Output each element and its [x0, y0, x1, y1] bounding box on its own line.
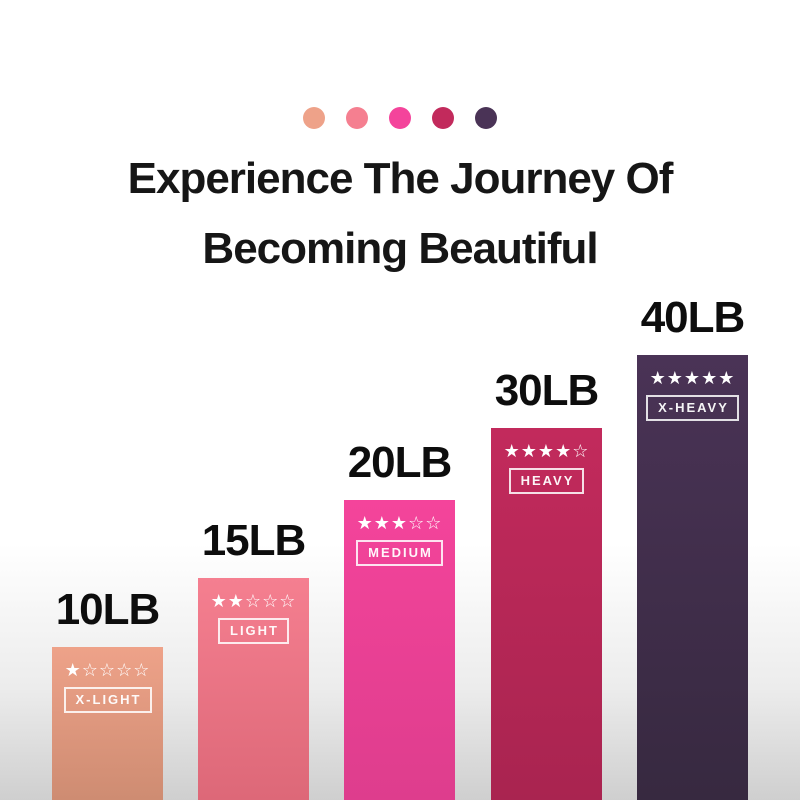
star-rating-4-of-5: ★★★★☆	[503, 441, 590, 462]
level-badge-x-heavy: X-HEAVY	[646, 395, 739, 421]
bar-value-label-20lb: 20LB	[347, 438, 453, 487]
bar-value-label-30lb: 30LB	[494, 366, 600, 415]
level-badge-medium: MEDIUM	[356, 540, 443, 566]
bar-value-label-15lb: 15LB	[201, 516, 307, 565]
level-badge-heavy: HEAVY	[508, 468, 585, 494]
palette-dot-medium	[389, 107, 411, 129]
bar-value-label-40lb: 40LB	[640, 293, 746, 342]
bar-value-label-10lb: 10LB	[55, 585, 161, 634]
title-line-2: Becoming Beautiful	[202, 224, 598, 273]
bar-10lb: ★☆☆☆☆ X-LIGHT	[52, 647, 163, 800]
star-rating-5-of-5: ★★★★★	[649, 368, 736, 389]
star-rating-3-of-5: ★★★☆☆	[356, 513, 443, 534]
palette-dot-heavy	[432, 107, 454, 129]
bar-15lb: ★★☆☆☆ LIGHT	[198, 578, 309, 800]
bar-40lb: ★★★★★ X-HEAVY	[637, 355, 748, 800]
page-title: Experience The Journey Of Becoming Beaut…	[0, 144, 800, 284]
palette-dot-x-heavy	[475, 107, 497, 129]
bar-20lb: ★★★☆☆ MEDIUM	[344, 500, 455, 800]
palette-dot-x-light	[303, 107, 325, 129]
color-palette-dots	[0, 107, 800, 129]
title-line-1: Experience The Journey Of	[127, 154, 674, 203]
level-badge-light: LIGHT	[218, 618, 289, 644]
level-badge-x-light: X-LIGHT	[63, 687, 152, 713]
star-rating-1-of-5: ★☆☆☆☆	[64, 660, 151, 681]
palette-dot-light	[346, 107, 368, 129]
star-rating-2-of-5: ★★☆☆☆	[210, 591, 297, 612]
bar-30lb: ★★★★☆ HEAVY	[491, 428, 602, 800]
